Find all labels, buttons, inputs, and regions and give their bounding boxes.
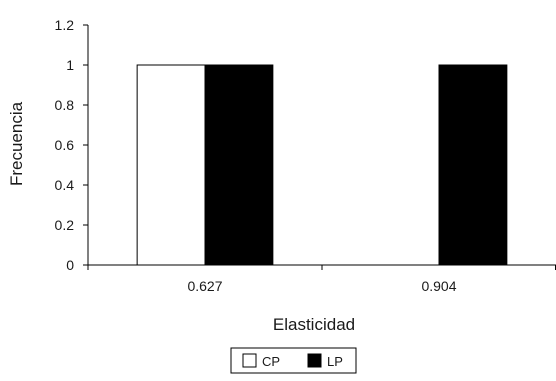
bar-lp [204, 64, 274, 266]
legend-label-cp: CP [262, 354, 280, 369]
bars [136, 64, 508, 266]
x-axis-title: Elasticidad [273, 315, 355, 334]
y-tick-label: 0.8 [55, 97, 75, 113]
y-tick-label: 0 [66, 257, 74, 273]
x-tick-label: 0.627 [187, 278, 222, 294]
x-tick-label: 0.904 [421, 278, 456, 294]
legend-label-lp: LP [327, 354, 343, 369]
legend-swatch-cp [242, 353, 257, 368]
y-tick-label: 0.6 [55, 137, 75, 153]
y-tick-label: 0.2 [55, 217, 75, 233]
y-tick-label: 1.2 [55, 17, 75, 33]
bar-cp [136, 64, 206, 266]
bar-lp [438, 64, 508, 266]
y-tick-label: 0.4 [55, 177, 75, 193]
legend-swatch-lp [307, 353, 322, 368]
y-axis: 0 0.2 0.4 0.6 0.8 1 1.2 [55, 17, 89, 273]
y-tick-label: 1 [66, 57, 74, 73]
x-axis: 0.627 0.904 [87, 264, 556, 294]
y-axis-title: Frecuencia [7, 101, 26, 186]
legend: CP LP [230, 347, 357, 374]
